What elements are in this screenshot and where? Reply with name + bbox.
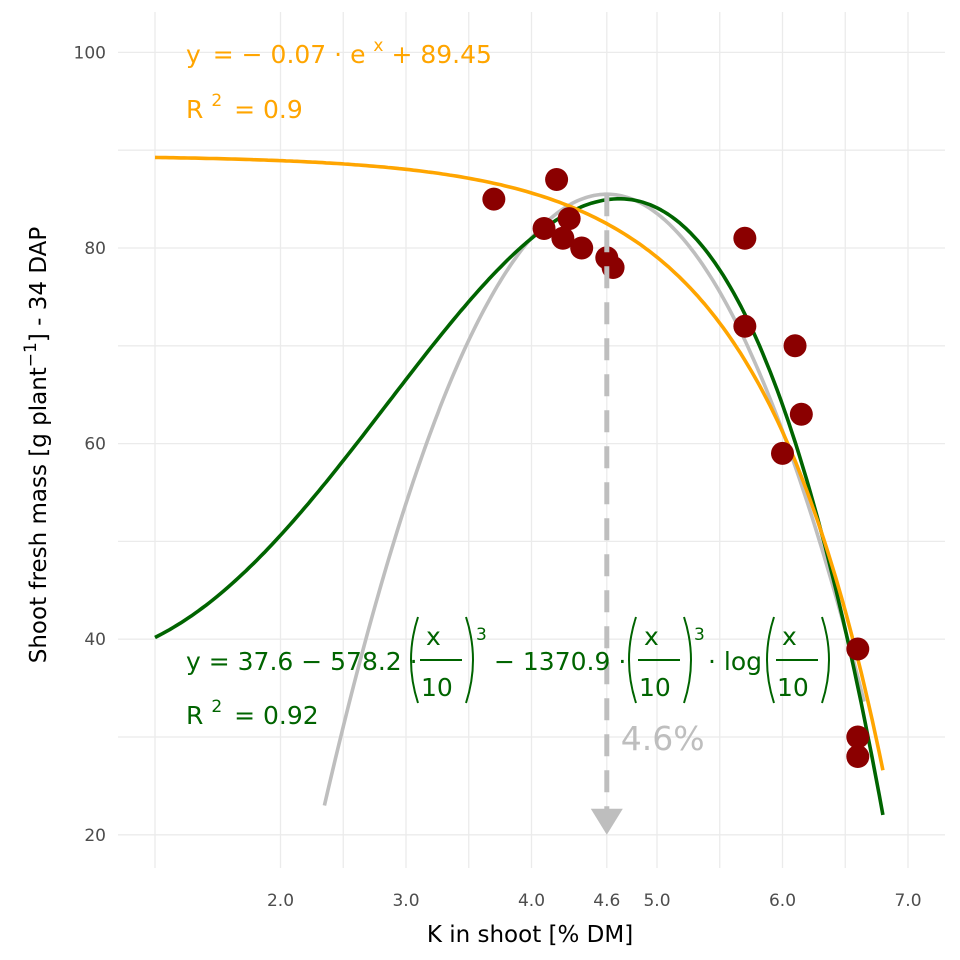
- grid: [118, 12, 945, 868]
- y-tick-label: 60: [84, 435, 106, 455]
- frac1-num: x: [426, 622, 441, 651]
- cubic-log-eq-log: · log: [708, 647, 762, 676]
- data-point: [846, 745, 870, 769]
- exp-equation-text: y = − 0.07 · e x + 89.45: [186, 28, 492, 69]
- data-point: [545, 168, 569, 192]
- data-point: [551, 226, 575, 250]
- data-point: [482, 187, 506, 211]
- paren: [628, 616, 637, 704]
- x-tick-label: 7.0: [894, 891, 921, 911]
- data-point: [733, 226, 757, 250]
- y-tick-label: 80: [84, 239, 106, 259]
- axis-ticks: 2.0 3.0 4.0 4.6 5.0 6.0 7.0 20 40 60 80 100: [74, 43, 922, 911]
- data-point: [771, 441, 794, 465]
- frac2-num: x: [644, 622, 659, 651]
- cubic-log-eq-mid: − 1370.9 ·: [494, 647, 626, 676]
- y-tick-label: 100: [74, 43, 106, 63]
- x-tick-label: 3.0: [392, 891, 419, 911]
- x-tick-label: 4.6: [593, 891, 620, 911]
- exp-r2-text: R 2 = 0.9: [186, 83, 303, 124]
- cubic-log-eq-head: y = 37.6 − 578.2 ·: [186, 647, 418, 676]
- quadratic-fit-line: [322, 192, 866, 806]
- frac3-num: x: [782, 622, 797, 651]
- paren: [683, 616, 692, 704]
- paren: [465, 616, 474, 704]
- optimum-label: 4.6%: [621, 719, 705, 758]
- data-point: [532, 216, 556, 240]
- paren: [766, 616, 775, 704]
- x-tick-label: 5.0: [643, 891, 670, 911]
- x-tick-label: 2.0: [267, 891, 294, 911]
- exp-fit-line: [154, 155, 885, 771]
- data-point: [846, 637, 870, 661]
- data-point: [570, 236, 594, 260]
- pow1: 3: [476, 625, 487, 645]
- curves: [154, 155, 885, 816]
- paren: [821, 616, 830, 704]
- paren: [410, 616, 419, 704]
- y-tick-label: 40: [84, 630, 106, 650]
- pow2: 3: [694, 625, 705, 645]
- data-point: [846, 725, 870, 749]
- optimum-annotation: 4.6%: [590, 194, 705, 835]
- data-point: [733, 314, 757, 338]
- x-tick-label: 4.0: [518, 891, 545, 911]
- optimum-arrow-head: [590, 808, 623, 835]
- data-point: [789, 402, 813, 426]
- data-point: [557, 207, 581, 231]
- y-axis-title: Shoot fresh mass [g plant−1] - 34 DAP: [21, 227, 52, 664]
- x-axis-title: K in shoot [% DM]: [427, 922, 633, 948]
- data-points: [482, 168, 870, 769]
- frac1-den: 10: [421, 673, 453, 702]
- cubic-log-r2-text: R 2 = 0.92: [186, 689, 319, 730]
- cubic-log-fit-line: [154, 197, 885, 816]
- data-point: [783, 334, 807, 358]
- exp-equation: y = − 0.07 · e x + 89.45 R 2 = 0.9: [186, 28, 492, 124]
- y-tick-label: 20: [84, 826, 106, 846]
- frac2-den: 10: [639, 673, 671, 702]
- frac3-den: 10: [777, 673, 809, 702]
- x-tick-label: 6.0: [769, 891, 796, 911]
